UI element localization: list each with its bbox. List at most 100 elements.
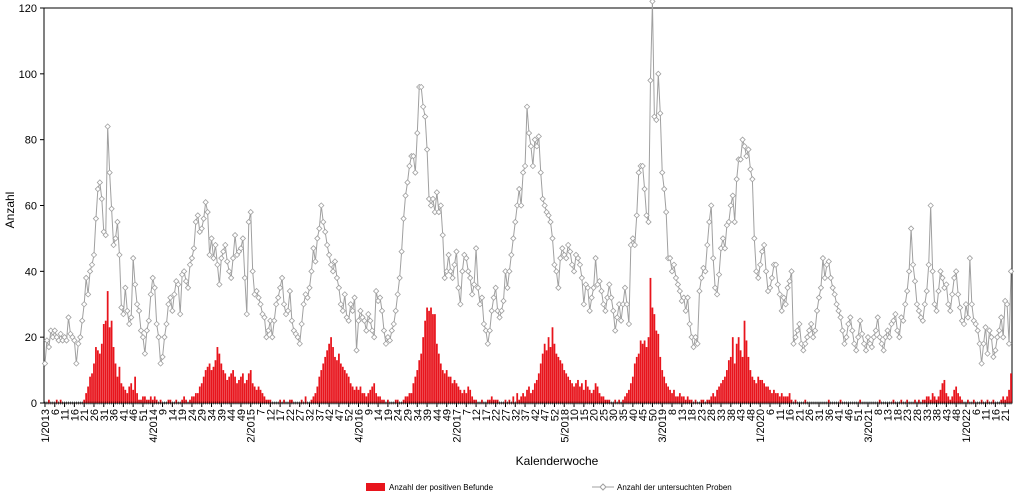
- bar-positive-86: [212, 366, 215, 403]
- point-samples-71: [180, 268, 188, 275]
- point-samples-139: [314, 235, 321, 242]
- point-samples-76: [190, 245, 198, 252]
- x-tick-label-405: 41: [834, 409, 846, 421]
- x-tick-label-195: 39: [422, 409, 434, 421]
- point-samples-353: [733, 176, 740, 183]
- point-samples-440: [904, 287, 911, 295]
- bar-positive-258: [549, 347, 552, 403]
- point-samples-471: [964, 314, 972, 321]
- point-samples-312: [653, 116, 660, 124]
- bar-positive-297: [626, 393, 628, 404]
- point-samples-340: [708, 202, 715, 209]
- point-samples-383: [792, 334, 799, 341]
- point-samples-158: [351, 294, 358, 301]
- point-samples-130: [296, 340, 303, 347]
- bar-positive-113: [265, 399, 268, 403]
- bar-positive-457: [939, 389, 942, 403]
- bar-positive-263: [559, 360, 562, 403]
- bar-positive-296: [624, 396, 626, 403]
- point-samples-237: [506, 268, 513, 275]
- point-samples-390: [806, 327, 813, 334]
- point-samples-333: [694, 340, 701, 347]
- bar-positive-449: [923, 399, 926, 403]
- point-samples-302: [633, 212, 640, 219]
- point-samples-34: [108, 205, 115, 212]
- bar-positive-400: [827, 399, 830, 403]
- bar-positive-388: [804, 399, 807, 403]
- point-samples-285: [600, 301, 607, 308]
- bar-positive-286: [604, 399, 607, 403]
- bar-positive-210: [455, 383, 458, 403]
- bar-positive-380: [788, 393, 791, 404]
- point-samples-19: [79, 317, 86, 324]
- bar-positive-247: [528, 386, 530, 403]
- point-samples-368: [762, 268, 770, 275]
- bar-positive-468: [961, 399, 963, 403]
- point-samples-104: [245, 218, 252, 226]
- bar-positive-262: [557, 356, 560, 403]
- point-samples-478: [978, 360, 985, 367]
- bar-positive-321: [673, 389, 675, 403]
- x-tick-label-80: 29: [197, 409, 209, 421]
- bar-positive-378: [784, 396, 787, 403]
- point-samples-377: [780, 294, 787, 301]
- bar-positive-36: [114, 363, 117, 403]
- bar-positive-291: [614, 399, 617, 403]
- x-tick-label-145: 42: [324, 409, 336, 421]
- bar-positive-261: [555, 353, 558, 404]
- bar-positive-315: [661, 370, 664, 403]
- bar-positive-120: [279, 399, 281, 403]
- point-samples-313: [655, 70, 662, 77]
- point-samples-160: [355, 317, 362, 324]
- point-samples-484: [990, 353, 997, 361]
- bar-positive-158: [353, 389, 356, 403]
- bar-positive-304: [639, 340, 642, 403]
- point-samples-448: [919, 317, 927, 324]
- point-samples-387: [800, 347, 807, 354]
- bar-positive-243: [520, 396, 523, 403]
- bar-positive-89: [218, 353, 221, 404]
- y-tick-label-120: 120: [19, 3, 37, 15]
- bar-positive-98: [236, 383, 238, 403]
- bar-positive-268: [569, 379, 572, 403]
- point-samples-182: [398, 248, 405, 255]
- bar-positive-46: [134, 376, 136, 403]
- point-samples-253: [537, 169, 544, 176]
- x-tick-label-215: 7: [461, 409, 473, 415]
- bar-positive-373: [775, 393, 777, 404]
- bar-positive-92: [224, 373, 227, 404]
- bar-positive-102: [243, 383, 246, 403]
- point-samples-389: [804, 334, 811, 341]
- bar-positive-110: [259, 389, 262, 403]
- bar-positive-125: [289, 399, 291, 403]
- point-samples-188: [410, 152, 417, 160]
- point-samples-251: [533, 143, 540, 150]
- point-samples-370: [766, 284, 774, 291]
- x-tick-label-135: 32: [305, 409, 317, 421]
- bar-positive-185: [406, 396, 409, 403]
- bar-positive-63: [167, 399, 170, 403]
- bar-positive-142: [322, 363, 325, 403]
- bar-positive-81: [202, 376, 205, 403]
- bar-positive-471: [967, 399, 969, 403]
- bar-positive-377: [782, 396, 785, 403]
- point-samples-489: [1000, 334, 1007, 341]
- bar-positive-235: [504, 399, 507, 403]
- point-samples-334: [696, 287, 703, 295]
- bar-positive-202: [439, 363, 442, 403]
- point-samples-135: [306, 284, 313, 291]
- bar-positive-220: [475, 399, 477, 403]
- bar-positive-144: [326, 350, 329, 403]
- point-samples-433: [890, 317, 897, 324]
- point-samples-435: [894, 327, 901, 334]
- point-samples-261: [553, 268, 560, 275]
- bar-positive-332: [694, 399, 697, 403]
- point-samples-32: [104, 123, 111, 130]
- point-samples-288: [606, 281, 613, 288]
- point-samples-464: [951, 274, 958, 282]
- x-axis: 1/201361116212631364146514/2014914192429…: [40, 401, 1012, 443]
- point-samples-319: [666, 255, 674, 262]
- bar-positive-155: [347, 376, 350, 403]
- x-tick-label-260: 52: [549, 409, 561, 421]
- bar-positive-93: [226, 379, 229, 403]
